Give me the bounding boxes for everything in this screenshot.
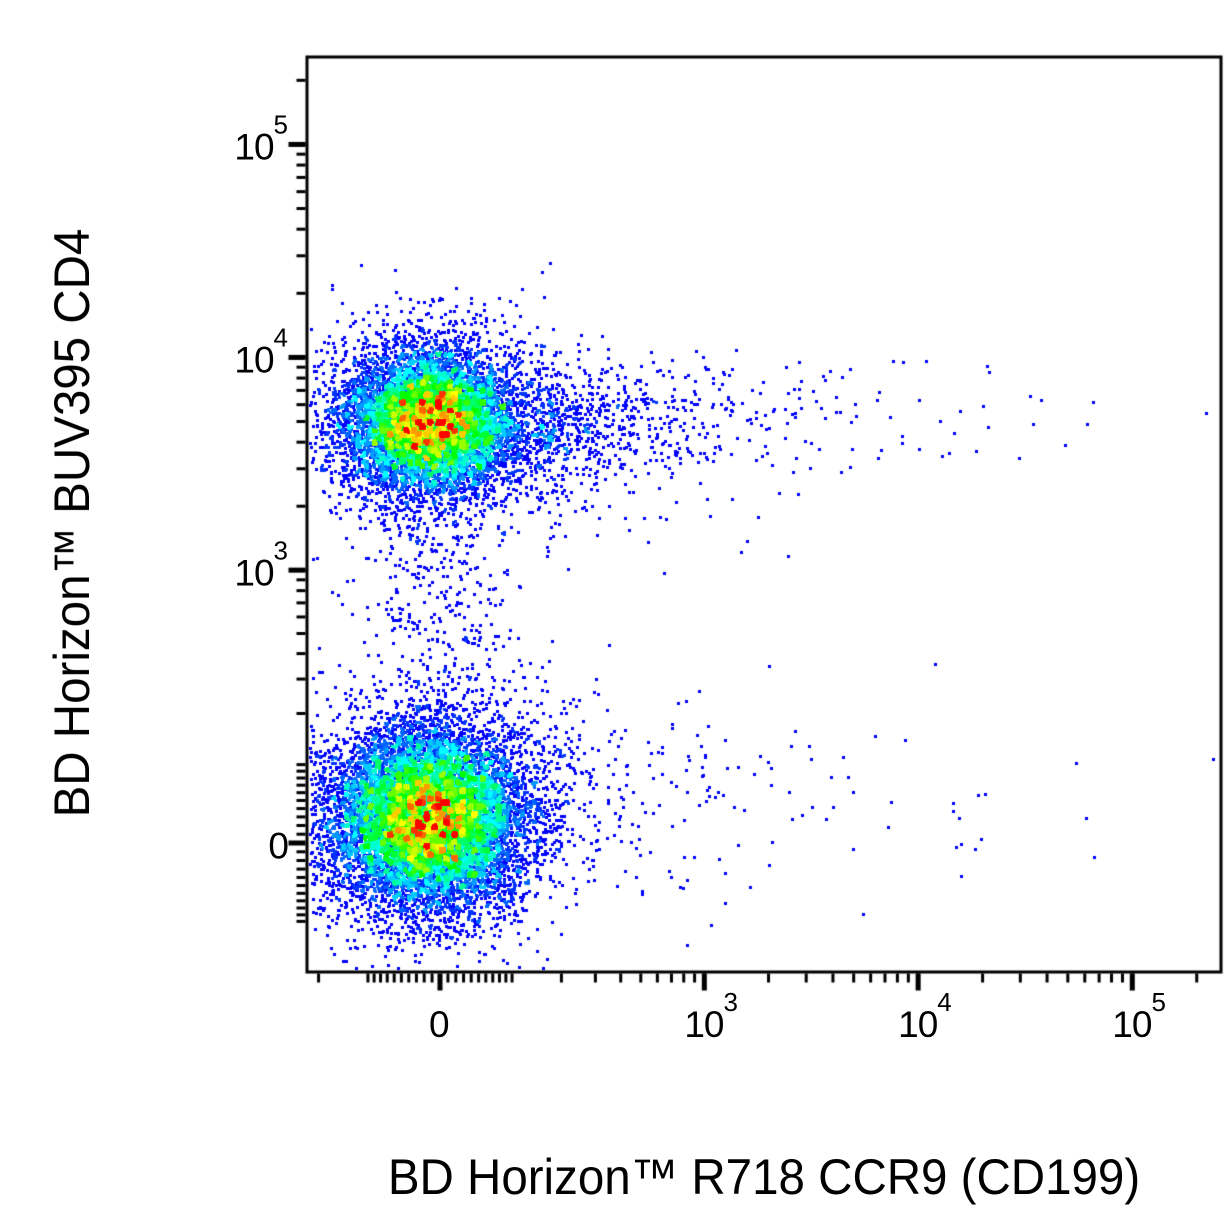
- x-tick-label-1e3: 103: [684, 989, 738, 1045]
- tick-label-exponent: 5: [1151, 986, 1166, 1017]
- tick-label-base: 0: [429, 1004, 450, 1045]
- x-tick-label-1e4: 104: [898, 989, 952, 1045]
- tick-label-base: 10: [684, 1004, 724, 1045]
- tick-label-base: 0: [268, 825, 289, 867]
- tick-label-exponent: 3: [273, 535, 288, 566]
- tick-label-base: 10: [1112, 1004, 1152, 1045]
- tick-label-exponent: 4: [273, 322, 288, 353]
- tick-label-exponent: 5: [273, 109, 288, 140]
- y-tick-label-1e3: 103: [234, 537, 288, 594]
- x-tick-label-1e5: 105: [1112, 989, 1166, 1045]
- y-tick-label-1e4: 104: [234, 325, 288, 381]
- tick-label-base: 10: [898, 1004, 938, 1045]
- tick-label-exponent: 4: [937, 986, 952, 1017]
- y-tick-label-1e5: 105: [234, 112, 288, 168]
- tick-label-base: 10: [234, 126, 274, 168]
- y-tick-label-0: 0: [268, 825, 289, 867]
- tick-label-base: 10: [234, 552, 274, 594]
- x-axis-title: BD Horizon™ R718 CCR9 (CD199): [387, 1149, 1141, 1205]
- x-tick-label-0: 0: [429, 1004, 450, 1045]
- tick-label-base: 10: [234, 339, 274, 381]
- tick-label-exponent: 3: [723, 986, 738, 1017]
- y-axis-title: BD Horizon™ BUV395 CD4: [44, 228, 100, 818]
